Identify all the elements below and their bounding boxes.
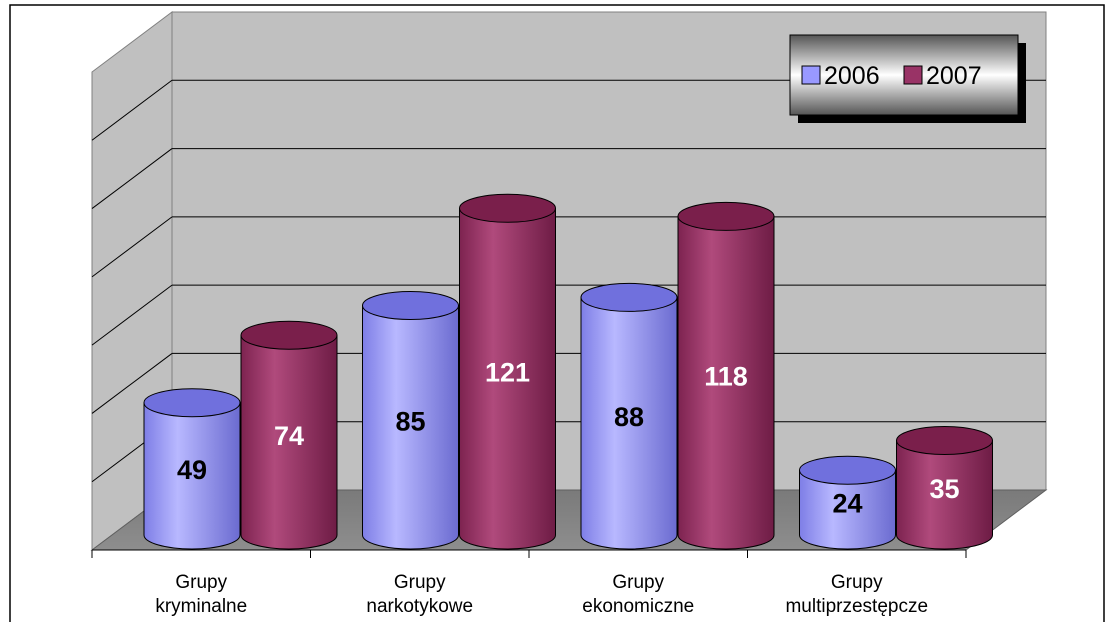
gridline-side xyxy=(91,79,173,141)
bar-2006-3: 24 xyxy=(799,455,896,550)
bar-2006-1: 85 xyxy=(362,291,459,550)
bar-body xyxy=(896,440,993,550)
data-label: 35 xyxy=(929,474,959,504)
gridline-side xyxy=(91,148,173,209)
bar-top xyxy=(240,320,338,350)
bar-top xyxy=(362,291,459,320)
legend: 2006 2007 xyxy=(789,34,1026,123)
bars: 49 74 85 121 88 118 24 35 xyxy=(143,193,993,550)
data-label: 85 xyxy=(395,406,425,436)
data-label: 24 xyxy=(832,489,862,519)
data-label: 88 xyxy=(614,402,644,432)
category-label: Grupy kryminalne xyxy=(155,572,247,617)
bar-top xyxy=(896,426,993,455)
category-label-line: ekonomiczne xyxy=(582,596,694,617)
data-label: 121 xyxy=(485,358,530,388)
category-label-line: Grupy xyxy=(612,572,664,593)
legend-swatch-2006 xyxy=(801,65,821,85)
category-label-line: Grupy xyxy=(175,572,227,593)
bar-top xyxy=(580,282,678,312)
gridline-side xyxy=(91,284,173,346)
bar-body xyxy=(677,215,775,550)
data-label: 74 xyxy=(274,421,304,451)
bar-top xyxy=(143,388,241,418)
category-label: Grupy multiprzestępcze xyxy=(785,572,928,617)
gridline-side xyxy=(91,353,173,414)
x-ticks xyxy=(91,550,967,558)
gridline-side xyxy=(91,216,173,278)
legend-label-2007: 2007 xyxy=(926,62,982,90)
bar-body xyxy=(143,402,241,550)
legend-swatch-2007 xyxy=(903,65,923,85)
category-label-line: Grupy xyxy=(394,572,446,593)
bar-2006-2: 88 xyxy=(580,282,678,550)
category-labels: Grupy kryminalne Grupy narkotykowe Grupy ekon… xyxy=(155,572,928,617)
bar-top xyxy=(677,201,775,231)
category-label: Grupy ekonomiczne xyxy=(582,572,694,617)
category-label: Grupy narkotykowe xyxy=(366,572,473,617)
category-label-line: Grupy xyxy=(831,572,883,593)
data-label: 118 xyxy=(704,362,748,392)
bar-top xyxy=(459,193,556,223)
bar-body xyxy=(240,334,338,550)
bar-body xyxy=(459,207,556,550)
bar-2007-3: 35 xyxy=(896,426,993,550)
bar-body xyxy=(362,305,459,550)
bar-2007-2: 118 xyxy=(677,201,775,550)
category-label-line: multiprzestępcze xyxy=(785,596,928,617)
bar-body xyxy=(799,469,896,550)
bar-2007-0: 74 xyxy=(240,320,338,550)
bar-top xyxy=(799,455,896,485)
category-label-line: narkotykowe xyxy=(366,596,473,617)
bar-2007-1: 121 xyxy=(459,193,556,550)
bar-2006-0: 49 xyxy=(143,388,241,550)
data-label: 49 xyxy=(177,455,207,485)
legend-label-2006: 2006 xyxy=(824,62,880,90)
bar-body xyxy=(580,296,678,550)
category-label-line: kryminalne xyxy=(155,596,247,617)
